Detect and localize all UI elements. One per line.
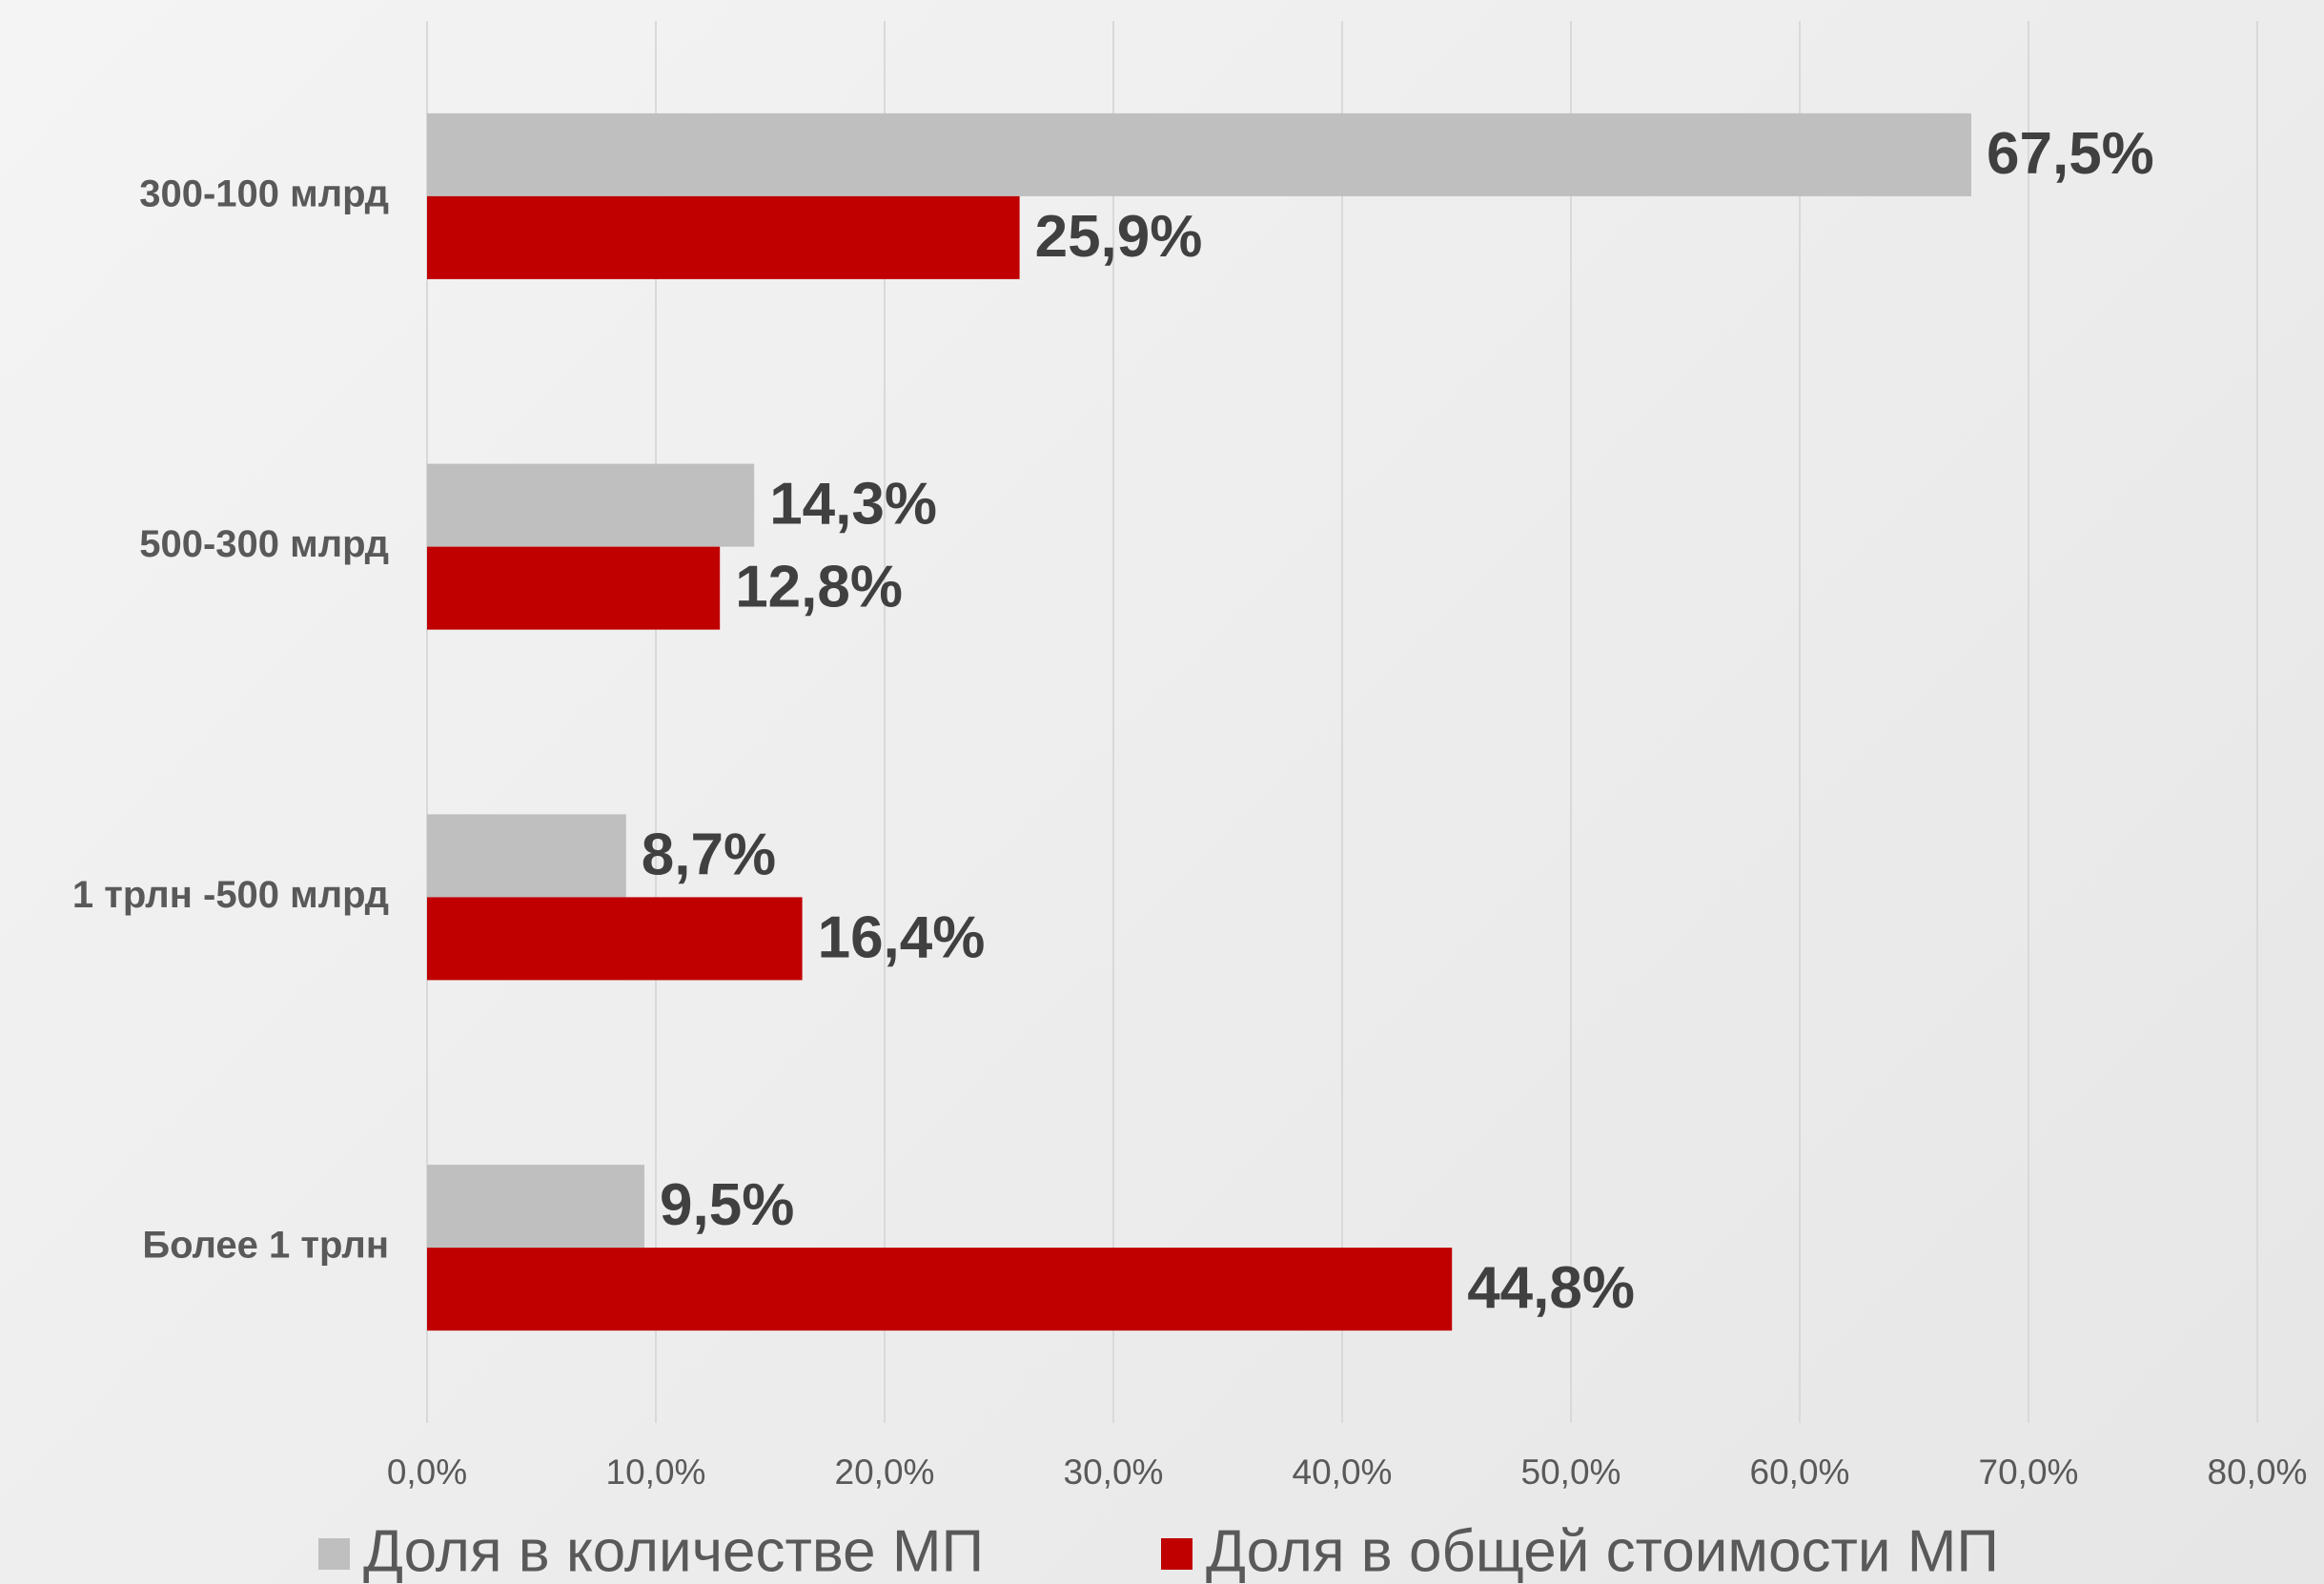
y-tick-label: 500-300 млрд [139, 523, 389, 565]
bar [427, 1165, 644, 1249]
data-label: 12,8% [735, 555, 903, 620]
bar [427, 463, 755, 547]
x-tick-label: 70,0% [1979, 1452, 2079, 1492]
legend-swatch [1161, 1538, 1193, 1570]
x-tick-label: 50,0% [1521, 1452, 1621, 1492]
legend-swatch [318, 1538, 350, 1570]
data-label: 16,4% [818, 904, 986, 970]
bar [427, 112, 1971, 196]
bar [427, 897, 803, 981]
bar [427, 814, 626, 898]
bar [427, 195, 1020, 279]
bar [427, 1248, 1453, 1331]
x-tick-label: 60,0% [1750, 1452, 1850, 1492]
x-tick-label: 0,0% [387, 1452, 467, 1492]
x-tick-label: 10,0% [606, 1452, 706, 1492]
x-tick-label: 30,0% [1064, 1452, 1164, 1492]
data-label: 44,8% [1467, 1255, 1635, 1321]
legend-label: Доля в количестве МП [363, 1518, 984, 1584]
y-tick-label: 300-100 млрд [139, 173, 389, 214]
data-label: 14,3% [769, 472, 937, 538]
data-label: 25,9% [1035, 204, 1203, 270]
data-label: 67,5% [1987, 121, 2154, 187]
y-tick-label: 1 трлн -500 млрд [72, 874, 389, 916]
y-tick-label: Более 1 трлн [142, 1225, 389, 1267]
legend-label: Доля в общей стоимости МП [1206, 1518, 1999, 1584]
x-tick-label: 80,0% [2208, 1452, 2308, 1492]
x-tick-label: 20,0% [835, 1452, 935, 1492]
bar [427, 546, 721, 630]
data-label: 8,7% [642, 822, 776, 887]
x-tick-label: 40,0% [1293, 1452, 1393, 1492]
data-label: 9,5% [660, 1172, 794, 1238]
